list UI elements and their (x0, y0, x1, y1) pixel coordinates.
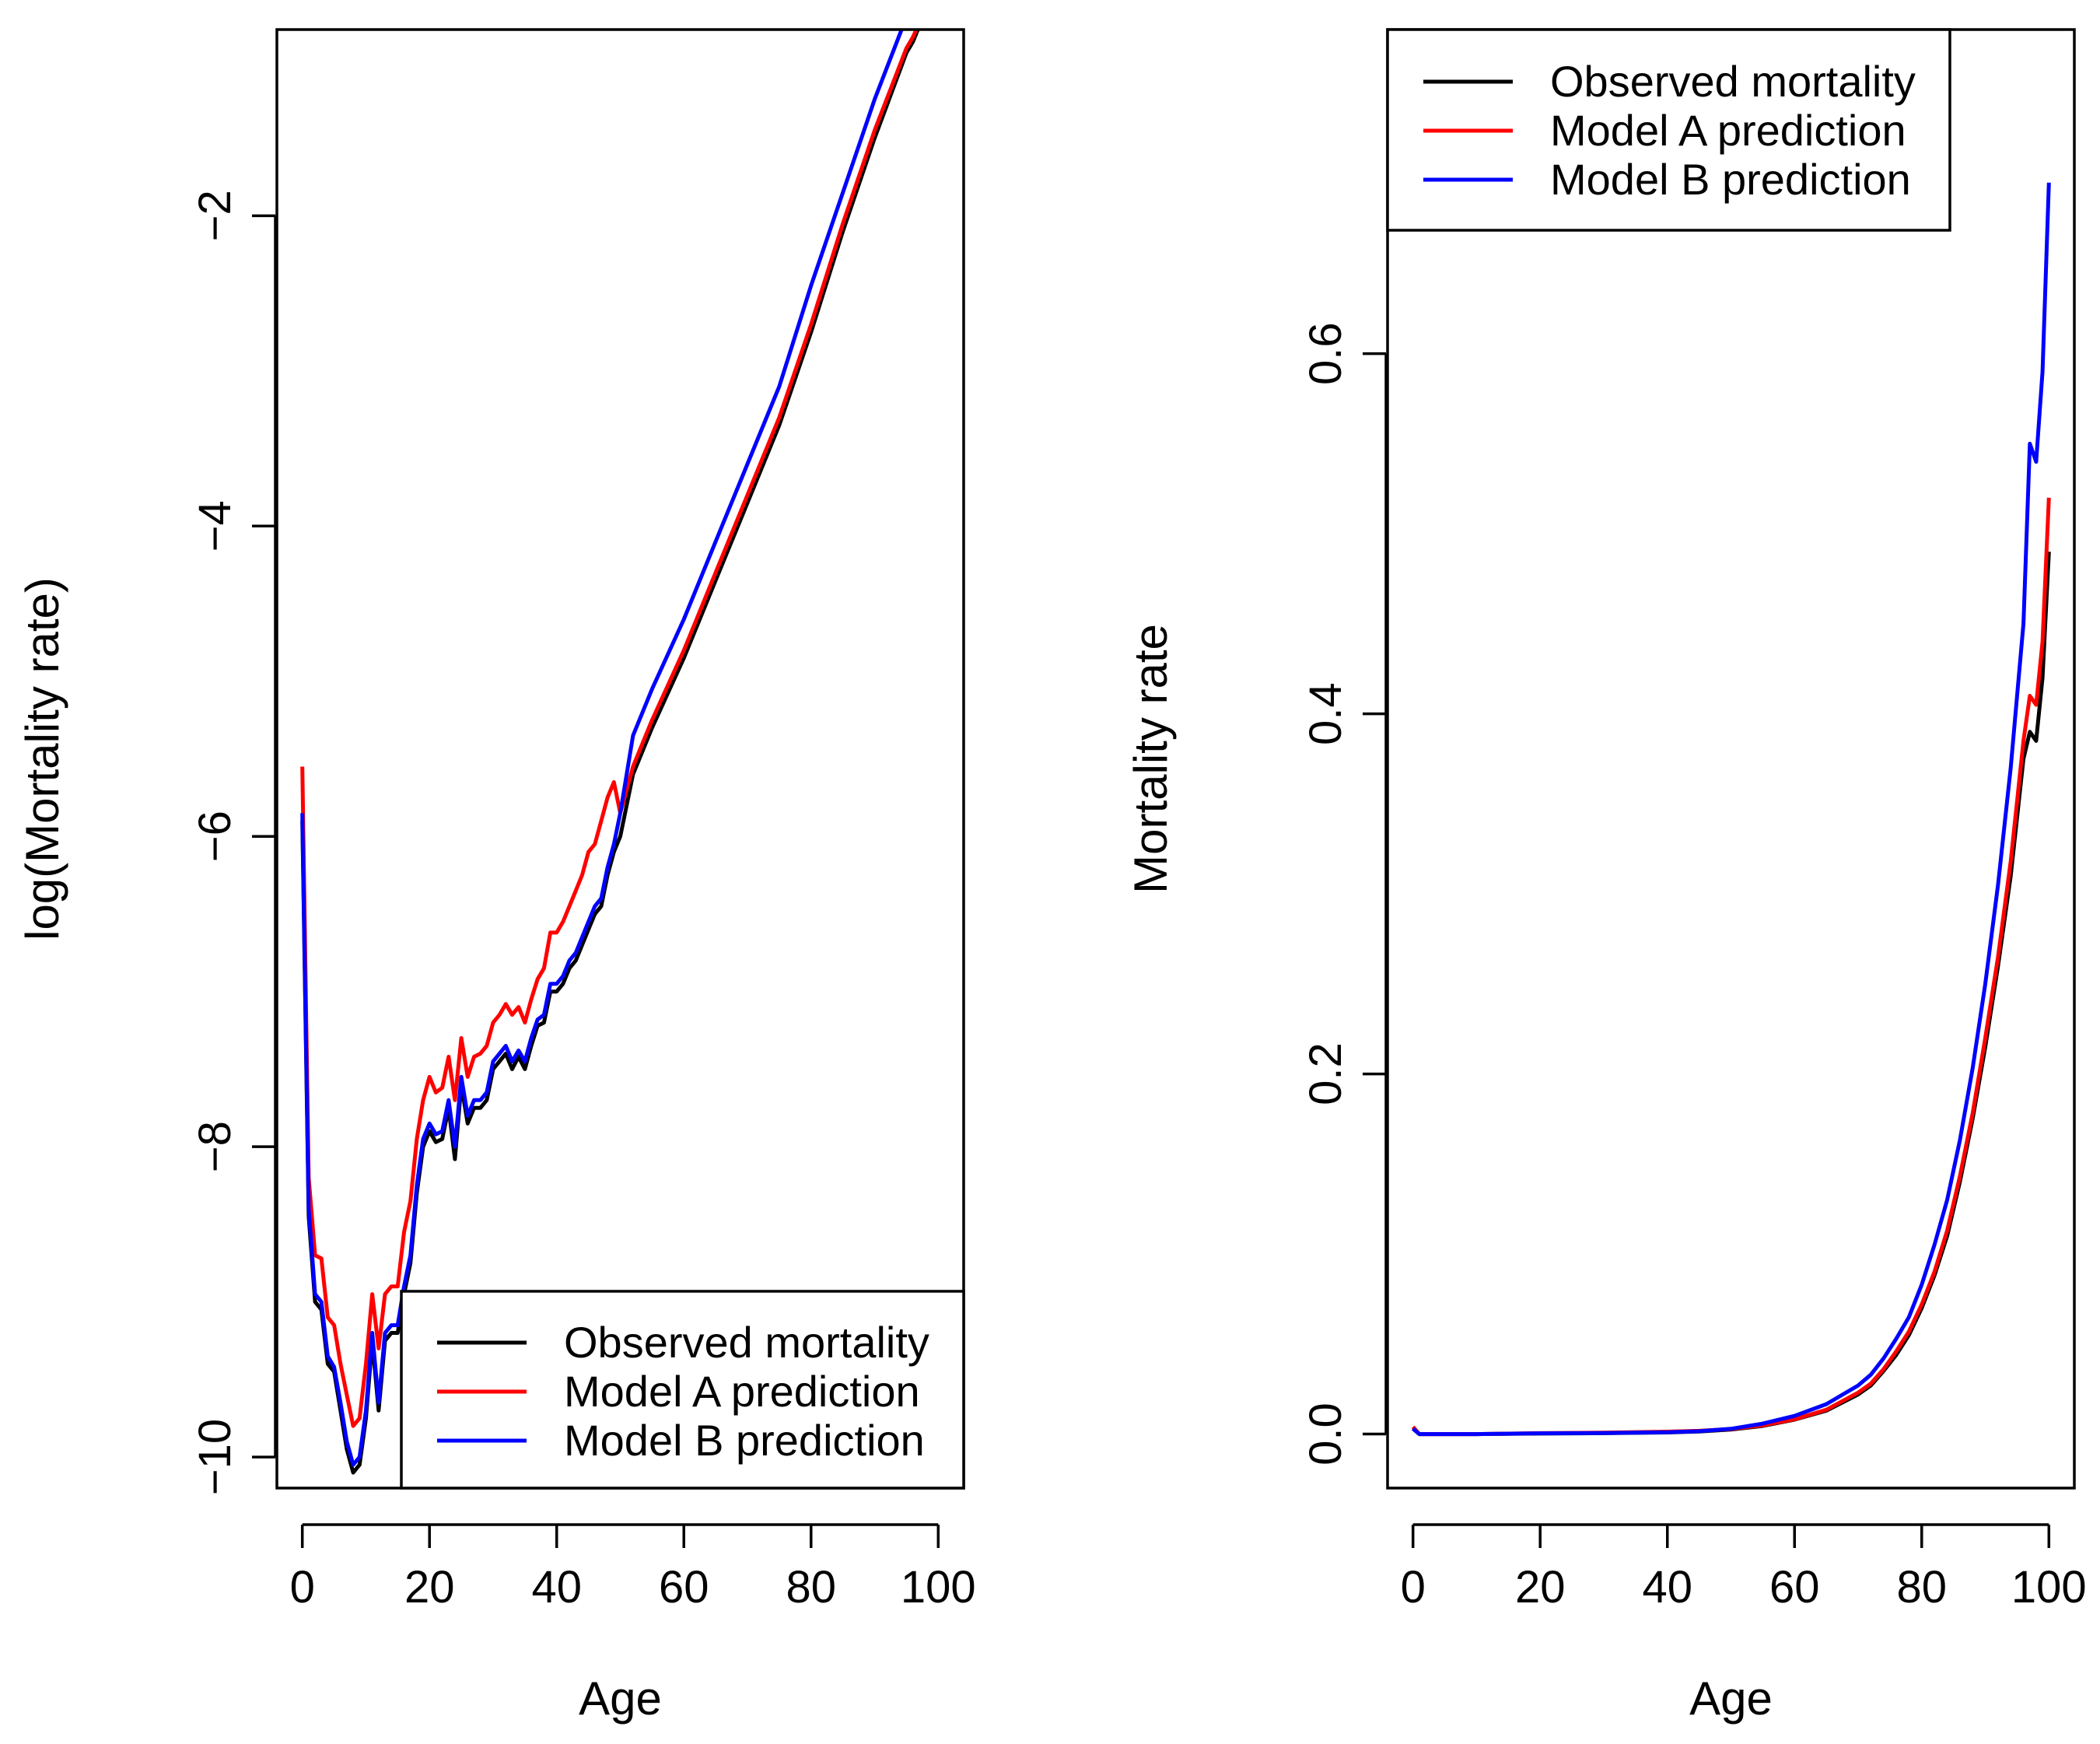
left-plot-lines (300, 30, 920, 1475)
left-y-axis-title: log(Mortality rate) (16, 577, 68, 940)
left-y-tick-label: −8 (190, 1121, 240, 1172)
left-panel: 0 20 40 60 80 100 −10 −8 −6 −4 −2 Age log(Mortali… (16, 28, 976, 1725)
right-legend-model-a-label: Model A prediction (1550, 106, 1906, 155)
left-legend-observed-label: Observed mortality (564, 1318, 929, 1367)
right-legend-model-b-label: Model B prediction (1550, 155, 1911, 204)
left-series-line-model-a-prediction (300, 30, 919, 1428)
left-y-tick-label: −10 (190, 1419, 240, 1495)
right-y-tick-label: 0.2 (1300, 1042, 1351, 1105)
left-y-tick-label: −6 (190, 811, 240, 862)
right-y-axis-title: Mortality rate (1125, 624, 1177, 894)
left-series-line-model-b-prediction (300, 30, 904, 1467)
left-x-tick-label: 100 (901, 1562, 976, 1613)
left-x-axis: 0 20 40 60 80 100 (290, 1523, 976, 1613)
left-legend-model-a-label: Model A prediction (564, 1367, 920, 1416)
left-y-tick-label: −2 (190, 190, 240, 241)
left-legend: Observed mortality Model A prediction Mo… (400, 1290, 965, 1490)
left-x-tick-label: 0 (290, 1562, 315, 1613)
left-x-axis-title: Age (579, 1672, 662, 1725)
right-y-tick-label: 0.6 (1300, 322, 1351, 385)
left-y-axis: −10 −8 −6 −4 −2 (190, 190, 277, 1495)
left-legend-model-b-label: Model B prediction (564, 1416, 925, 1465)
right-x-tick-label: 0 (1401, 1562, 1426, 1613)
right-panel: 0 20 40 60 80 100 0.0 0.2 0.4 0.6 Age Mortality … (1125, 28, 2087, 1725)
right-plot-lines (1411, 182, 2051, 1437)
right-y-axis: 0.0 0.2 0.4 0.6 (1300, 322, 1388, 1466)
right-x-axis: 0 20 40 60 80 100 (1401, 1523, 2087, 1613)
left-x-tick-label: 40 (531, 1562, 582, 1613)
right-x-tick-label: 100 (2011, 1562, 2087, 1613)
right-x-tick-label: 40 (1642, 1562, 1692, 1613)
left-x-tick-label: 60 (659, 1562, 709, 1613)
right-y-tick-label: 0.0 (1300, 1403, 1351, 1466)
right-y-tick-label: 0.4 (1300, 682, 1351, 745)
right-x-tick-label: 80 (1897, 1562, 1948, 1613)
left-x-tick-label: 80 (786, 1562, 837, 1613)
right-legend-observed-label: Observed mortality (1550, 57, 1916, 106)
right-x-tick-label: 20 (1515, 1562, 1566, 1613)
right-legend: Observed mortality Model A prediction Mo… (1386, 28, 1951, 232)
right-series-line-model-b-prediction (1412, 182, 2051, 1437)
left-y-tick-label: −4 (190, 500, 240, 552)
left-x-tick-label: 20 (404, 1562, 455, 1613)
right-x-axis-title: Age (1689, 1672, 1773, 1725)
right-x-tick-label: 60 (1769, 1562, 1820, 1613)
